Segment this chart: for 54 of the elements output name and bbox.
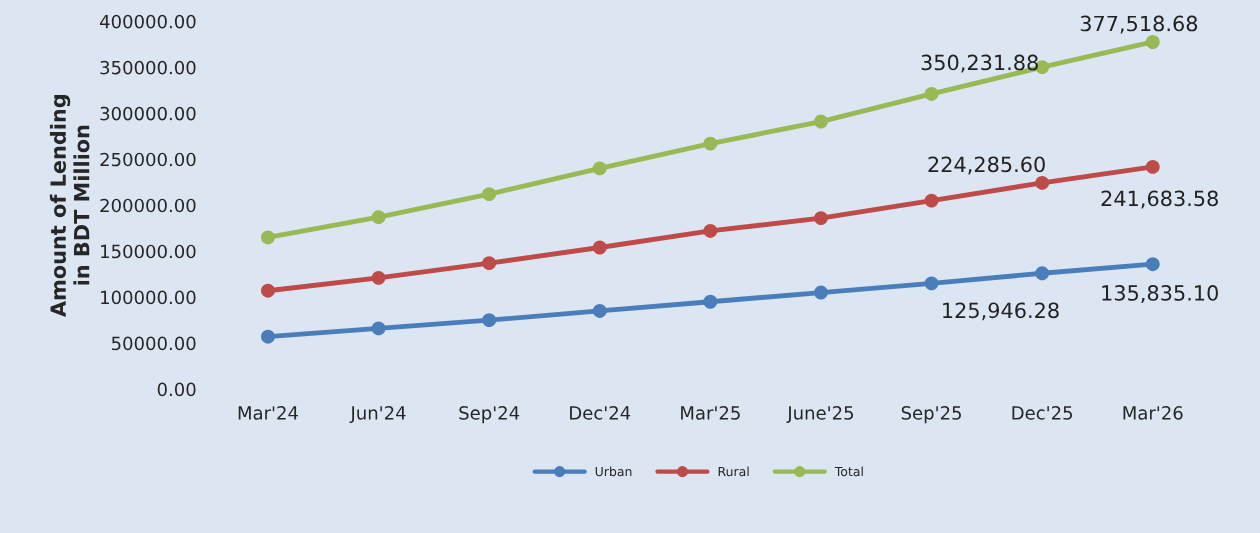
y-tick-label: 250000.00: [100, 152, 196, 167]
y-tick-label: 100000.00: [101, 290, 196, 305]
point: [814, 114, 828, 129]
x-tick-label: Sep'24: [459, 406, 520, 424]
x-tick-label: Sep'25: [901, 406, 961, 424]
point: [924, 87, 939, 101]
point: [261, 283, 275, 298]
point: [703, 294, 718, 309]
legend-label: Urban: [595, 466, 632, 477]
x-tick-label: Dec'25: [1012, 406, 1073, 420]
y-tick-label: 50000.00: [111, 336, 196, 351]
point: [482, 256, 497, 271]
point: [703, 136, 718, 151]
y-tick-label: 400000.00: [99, 14, 196, 29]
x-tick-label: Mar'25: [681, 406, 740, 420]
y-tick-label: 150000.00: [101, 244, 196, 259]
y-tick-label: 0.00: [157, 382, 196, 397]
point: [1145, 35, 1160, 49]
data-label: 241,683.58: [1101, 190, 1218, 209]
point: [592, 161, 607, 176]
point: [1035, 266, 1050, 281]
point: [814, 211, 828, 226]
point: [592, 303, 607, 318]
point: [924, 276, 939, 291]
x-tick-label: Mar'26: [1123, 406, 1183, 420]
y-tick-label: 300000.00: [100, 106, 196, 121]
data-label: 224,285.60: [928, 156, 1045, 175]
y-axis-title: Amount of Lending in BDT Million: [49, 95, 90, 317]
x-tick-label: Mar'24: [238, 406, 298, 420]
data-label: 350,231.88: [921, 54, 1038, 73]
point: [924, 193, 939, 208]
point: [1035, 175, 1050, 190]
legend-label: Total: [834, 466, 863, 477]
x-tick-label: June'25: [786, 406, 854, 424]
point: [814, 285, 828, 300]
point: [592, 240, 607, 255]
y-tick-label: 200000.00: [100, 198, 196, 213]
point: [261, 230, 275, 245]
point: [482, 187, 497, 202]
y-tick-label: 350000.00: [100, 60, 196, 75]
point: [703, 224, 718, 238]
data-label: 135,835.10: [1102, 285, 1218, 303]
point: [482, 313, 497, 328]
point: [371, 270, 386, 285]
point: [1145, 159, 1160, 174]
point: [1145, 257, 1160, 272]
data-label: 125,946.28: [943, 302, 1059, 321]
x-tick-label: Jun'24: [349, 406, 406, 424]
x-tick-label: Dec'24: [570, 406, 631, 420]
point: [261, 329, 275, 344]
legend-label: Rural: [718, 466, 749, 477]
data-label: 377,518.68: [1080, 15, 1198, 34]
point: [371, 210, 386, 225]
point: [371, 321, 386, 336]
